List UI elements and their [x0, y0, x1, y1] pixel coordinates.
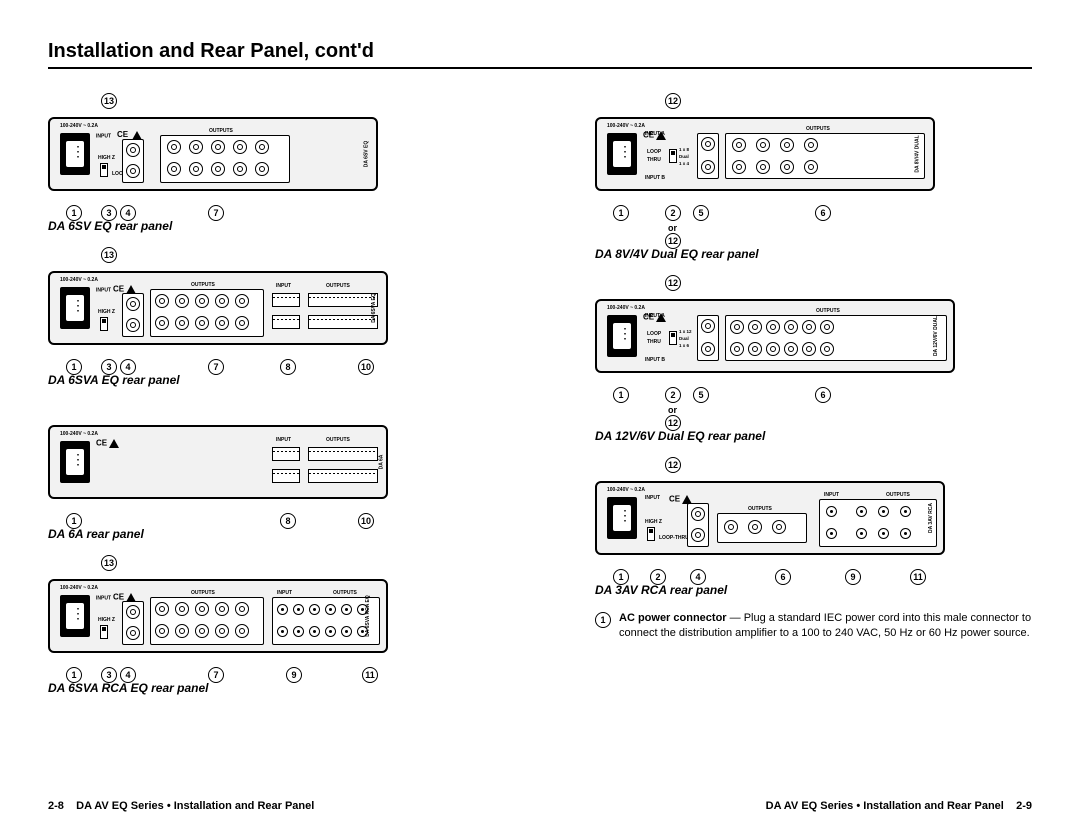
- right-column: 12 100-240V ~ 0.2A CE INPUT A INPUT B LO…: [595, 93, 1032, 709]
- desc-text: AC power connector — Plug a standard IEC…: [619, 611, 1032, 641]
- diagram-da6sva-rca: 100-240V ~ 0.2A INPUT CE HIGH Z OUTPUTS …: [48, 579, 388, 653]
- diagram-da8v4v: 100-240V ~ 0.2A CE INPUT A INPUT B LOOP …: [595, 117, 935, 191]
- iec-connector: [60, 287, 90, 329]
- page-title: Installation and Rear Panel, cont'd: [48, 40, 1032, 69]
- callout-3: 3: [101, 205, 117, 221]
- highz-switch: [100, 163, 108, 177]
- caption: DA 3AV RCA rear panel: [595, 583, 1032, 597]
- caption: DA 8V/4V Dual EQ rear panel: [595, 247, 1032, 261]
- desc-callout-1: 1: [595, 612, 611, 628]
- bnc-input: [126, 143, 140, 157]
- page-num-right: 2-9: [1016, 800, 1032, 812]
- diagram-da6a: 100-240V ~ 0.2A CE INPUT OUTPUTS DA 6A: [48, 425, 388, 499]
- caption: DA 6SVA RCA EQ rear panel: [48, 681, 485, 695]
- power-label: 100-240V ~ 0.2A: [60, 123, 98, 129]
- diagram-da6sva: 100-240V ~ 0.2A INPUT CE HIGH Z OUTPUTS …: [48, 271, 388, 345]
- description-item-1: 1 AC power connector — Plug a standard I…: [595, 611, 1032, 641]
- panel-da6sva: 13 100-240V ~ 0.2A INPUT CE HIGH Z OUTPU…: [48, 247, 485, 387]
- breadcrumb-right: DA AV EQ Series • Installation and Rear …: [766, 800, 1004, 812]
- panel-da3av-rca: 12 100-240V ~ 0.2A INPUT CE HIGH Z LOOP-…: [595, 457, 1032, 597]
- panel-da6sv: 13 100-240V ~ 0.2A INPUT CE HIGH Z LOOP-…: [48, 93, 485, 233]
- callout-1: 1: [66, 205, 82, 221]
- callout-7: 7: [208, 205, 224, 221]
- panel-da8v4v: 12 100-240V ~ 0.2A CE INPUT A INPUT B LO…: [595, 93, 1032, 261]
- iec-connector: [60, 133, 90, 175]
- page-footer: 2-8 DA AV EQ Series • Installation and R…: [48, 800, 1032, 812]
- caption: DA 6SV EQ rear panel: [48, 219, 485, 233]
- highz-label: HIGH Z: [98, 155, 115, 161]
- content-columns: 13 100-240V ~ 0.2A INPUT CE HIGH Z LOOP-…: [48, 93, 1032, 709]
- breadcrumb-left: DA AV EQ Series • Installation and Rear …: [76, 800, 314, 812]
- panel-da6a: 100-240V ~ 0.2A CE INPUT OUTPUTS DA 6A 1…: [48, 401, 485, 541]
- left-column: 13 100-240V ~ 0.2A INPUT CE HIGH Z LOOP-…: [48, 93, 485, 709]
- bnc-loop: [126, 164, 140, 178]
- input-plate: [122, 139, 144, 183]
- diagram-da3av-rca: 100-240V ~ 0.2A INPUT CE HIGH Z LOOP-THR…: [595, 481, 945, 555]
- callout-13: 13: [101, 93, 117, 109]
- callout-13: 13: [101, 247, 117, 263]
- outputs-plate: OUTPUTS: [160, 135, 290, 183]
- panel-da12v6v: 12 100-240V ~ 0.2A CE INPUT A INPUT B LO…: [595, 275, 1032, 443]
- callout-4: 4: [120, 205, 136, 221]
- diagram-da6sv: 100-240V ~ 0.2A INPUT CE HIGH Z LOOP-THR…: [48, 117, 378, 191]
- caption: DA 6A rear panel: [48, 527, 485, 541]
- caption: DA 6SVA EQ rear panel: [48, 373, 485, 387]
- diagram-da12v6v: 100-240V ~ 0.2A CE INPUT A INPUT B LOOP …: [595, 299, 955, 373]
- caption: DA 12V/6V Dual EQ rear panel: [595, 429, 1032, 443]
- or-label: or: [668, 223, 677, 233]
- panel-da6sva-rca: 13 100-240V ~ 0.2A INPUT CE HIGH Z OUTPU…: [48, 555, 485, 695]
- page-num-left: 2-8: [48, 800, 64, 812]
- side-label: DA 6SV EQ: [363, 141, 369, 168]
